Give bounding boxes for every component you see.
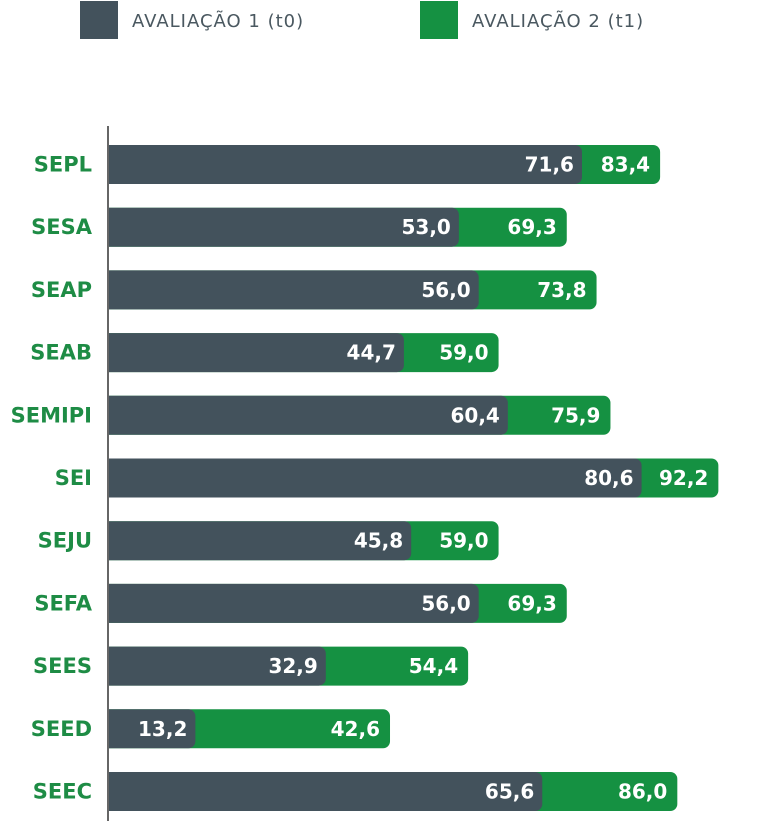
value-label-t0: 32,9 [268, 654, 317, 678]
legend-swatch-t0 [80, 1, 118, 39]
value-label-t0: 56,0 [421, 591, 470, 615]
value-label-t1: 69,3 [507, 215, 556, 239]
category-label: SEI [55, 466, 92, 490]
bar-t0 [101, 458, 642, 498]
value-label-t0: 44,7 [347, 341, 396, 365]
value-label-t0: 53,0 [402, 215, 451, 239]
bar-edge-mask [100, 394, 108, 436]
value-label-t1: 73,8 [537, 278, 586, 302]
bar-edge-mask [100, 332, 108, 374]
category-label: SEAB [30, 341, 92, 365]
category-label: SEMIPI [11, 403, 92, 427]
value-label-t0: 60,4 [450, 403, 499, 427]
bar-edge-mask [100, 582, 108, 624]
bar-edge-mask [100, 206, 108, 248]
category-label: SEFA [34, 591, 92, 615]
category-label: SESA [31, 215, 93, 239]
bar-t0 [101, 646, 326, 686]
bar-edge-mask [100, 269, 108, 311]
value-label-t0: 13,2 [138, 717, 187, 741]
value-label-t1: 59,0 [439, 341, 488, 365]
value-label-t1: 69,3 [507, 591, 556, 615]
legend-swatch-t1 [420, 1, 458, 39]
bar-edge-mask [100, 520, 108, 562]
bar-edge-mask [100, 708, 108, 750]
category-label: SEEC [33, 780, 92, 804]
category-labels: SEPL SESA SEAP SEAB SEMIPI SEI SEJU SEFA SEES SEE… [11, 153, 93, 804]
category-label: SEJU [38, 529, 92, 553]
bars-group: 71,6 83,4 53,0 69,3 56,0 73,8 44,7 59,0 60,4 75,9… [100, 144, 719, 812]
bar-t0 [101, 333, 404, 373]
category-label: SEES [33, 654, 92, 678]
bar-t0 [101, 207, 459, 247]
value-label-t1: 83,4 [601, 153, 650, 177]
value-label-t0: 80,6 [584, 466, 633, 490]
value-label-t1: 75,9 [551, 403, 600, 427]
bar-edge-mask [100, 771, 108, 812]
value-label-t0: 71,6 [525, 153, 574, 177]
bar-t0 [101, 395, 508, 435]
bar-edge-mask [100, 457, 108, 499]
bar-t0 [101, 583, 479, 623]
bar-t0 [101, 709, 196, 749]
value-label-t0: 56,0 [421, 278, 470, 302]
value-label-t1: 54,4 [409, 654, 458, 678]
legend: AVALIAÇÃO 1 (t0) AVALIAÇÃO 2 (t1) [80, 1, 644, 39]
value-label-t1: 92,2 [659, 466, 708, 490]
legend-label-t0: AVALIAÇÃO 1 (t0) [132, 10, 304, 32]
category-label: SEAP [31, 278, 92, 302]
bar-edge-mask [100, 144, 108, 185]
bar-t0 [101, 145, 582, 184]
category-label: SEPL [34, 153, 92, 177]
bar-edge-mask [100, 645, 108, 687]
value-label-t0: 65,6 [485, 780, 534, 804]
legend-label-t1: AVALIAÇÃO 2 (t1) [472, 10, 644, 32]
value-label-t1: 42,6 [331, 717, 380, 741]
value-label-t0: 45,8 [354, 529, 403, 553]
bar-t0 [101, 521, 412, 561]
category-label: SEED [31, 717, 92, 741]
bar-t0 [101, 270, 479, 310]
value-label-t1: 86,0 [618, 780, 667, 804]
bar-t0 [101, 772, 543, 811]
value-label-t1: 59,0 [439, 529, 488, 553]
